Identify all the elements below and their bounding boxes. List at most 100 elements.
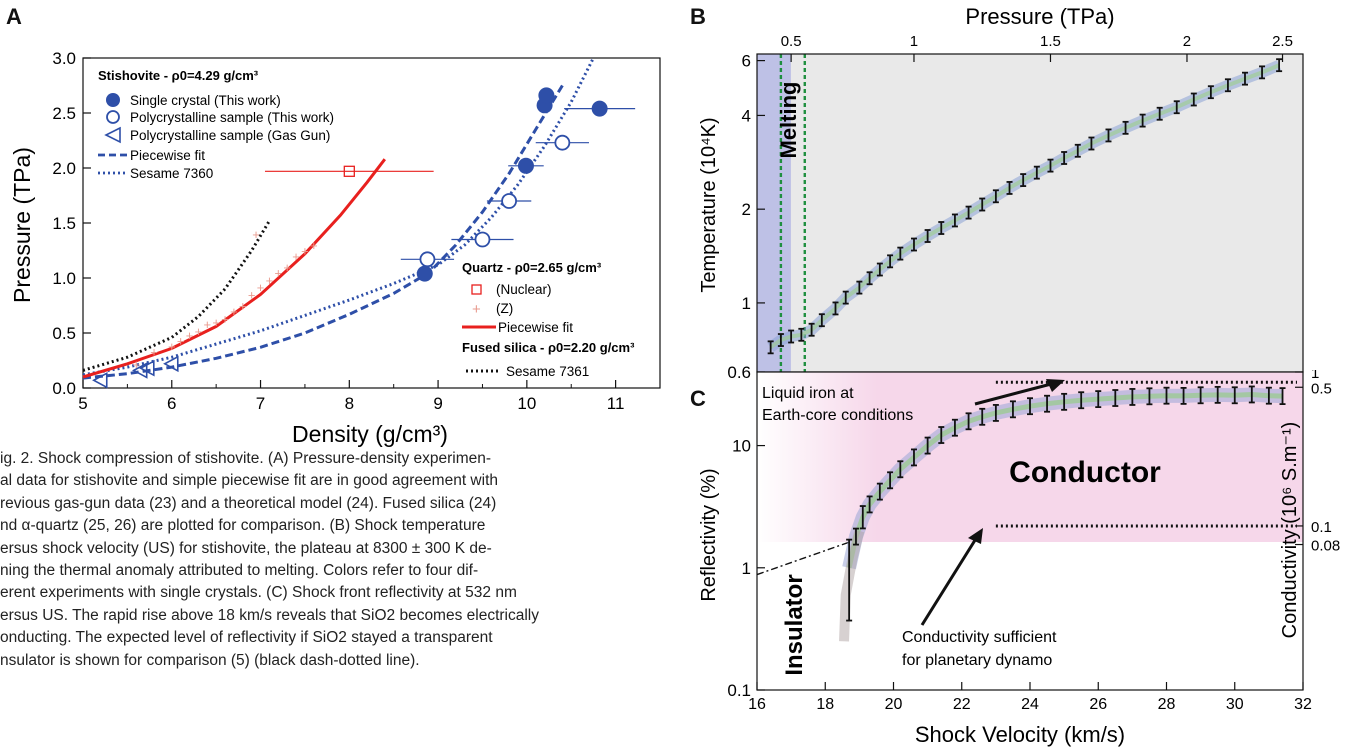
chart-c-xtick-label: 26 [1089,696,1107,713]
polycrystalline-data-point [501,193,517,209]
z-data-point: + [150,345,158,360]
chart-b-background [757,54,1303,372]
legend-sesame-7361: Sesame 7361 [506,364,589,379]
liquid-iron-annotation-2: Earth-core conditions [762,407,913,424]
chart-b-top-axis-label: Pressure (TPa) [965,4,1114,29]
chart-b-top-tick-label: 1.5 [1040,33,1061,50]
chart-a-ytick-label: 2.0 [52,159,76,178]
chart-c-right-tick-label: 1 [1311,370,1319,382]
dynamo-annotation-2: for planetary dynamo [902,652,1052,669]
z-data-point: + [292,249,300,264]
chart-c-xtick-label: 22 [953,696,971,713]
chart-c-xtick-label: 28 [1158,696,1176,713]
panel-label-c: C [690,386,706,411]
legend-polycrystalline: Polycrystalline sample (This work) [130,110,334,125]
chart-b-ytick-label: 2 [742,200,751,219]
single-crystal-data-point [538,87,555,104]
chart-a-ylabel: Pressure (TPa) [9,147,35,303]
caption-line: nsulator is shown for comparison (5) (bl… [0,651,420,669]
single-crystal-data-point [416,265,433,282]
chart-a: 5 6 7 8 9 10 11 0.00.51.01.52.02.53.0 ++ + + + + + +… [9,49,661,447]
caption-line: ig. 2. Shock compression of stishovite. … [0,450,492,467]
z-data-point: + [168,339,176,354]
chart-a-ytick-label: 1.0 [52,269,76,288]
chart-b-top-tick-label: 2.5 [1272,33,1293,50]
panel-label-a: A [6,4,22,29]
nuclear-data-point [343,165,355,177]
chart-b-ytick-label: 0.6 [727,363,751,380]
stishovite-piecewise-fit-line [82,84,564,380]
legend-marker-z: + [472,301,481,318]
legend-fused-title: Fused silica - ρ0=2.20 g/cm³ [462,340,635,355]
insulator-reference-line [756,541,850,576]
chart-a-xtick-label: 6 [167,394,176,413]
z-data-point: + [266,273,274,288]
chart-c-right-label: Conductivity (10⁶ S.m⁻¹) [1279,422,1301,639]
gas-gun-data-point [139,359,155,377]
chart-a-legend-top: Stishovite - ρ0=4.29 g/cm³ Single crysta… [98,68,334,181]
z-data-point: + [203,317,211,332]
chart-c-right-tick-label: 0.5 [1311,380,1332,397]
caption-line: ersus US. The rapid rise above 18 km/s r… [0,606,540,624]
caption-line: al data for stishovite and simple piecew… [0,472,498,490]
chart-a-xtick-label: 10 [517,394,536,413]
gas-gun-data-point [132,362,148,379]
chart-a-ytick-label: 2.5 [52,104,76,123]
chart-a-ytick-label: 0.0 [52,379,76,398]
z-data-point: + [248,288,256,303]
z-data-point: + [239,299,247,314]
z-data-point: + [274,266,282,281]
figure-caption: ig. 2. Shock compression of stishovite. … [0,448,660,672]
chart-b-ytick-label: 1 [742,294,751,313]
chart-a-xtick-label: 11 [607,394,625,413]
chart-a-xtick-label: 8 [345,394,354,413]
dynamo-annotation-1: Conductivity sufficient [902,629,1057,646]
caption-line: ersus shock velocity (US) for stishovite… [0,539,492,557]
legend-marker-gas-gun [104,126,121,144]
conductor-label: Conductor [1009,456,1161,489]
chart-b-top-tick-label: 2 [1183,33,1191,50]
chart-a-xlabel: Density (g/cm³) [292,421,448,447]
legend-single-crystal: Single crystal (This work) [130,93,281,108]
z-data-point: + [186,328,194,343]
quartz-piecewise-fit-line [82,158,386,379]
legend-marker-single-crystal [106,93,120,107]
melting-label: Melting [776,82,801,159]
chart-c-ylabel: Reflectivity (%) [698,468,720,601]
melting-band [757,54,791,372]
z-data-point: + [301,244,309,259]
sesame-7360-line [82,57,595,377]
legend-marker-nuclear [471,284,482,295]
caption-line: revious gas-gun data (23) and a theoreti… [0,494,497,512]
chart-c-xtick-label: 32 [1294,696,1312,713]
caption-line: ning the thermal anomaly attributed to m… [0,562,479,580]
reflectivity-low-data-band [839,529,865,642]
arrow-dynamo [920,528,983,626]
chart-c-right-tick-label: 0.1 [1311,519,1332,536]
legend-stishovite-title: Stishovite - ρ0=4.29 g/cm³ [98,68,259,83]
single-crystal-data-point [591,100,608,117]
legend-z: (Z) [496,301,513,316]
chart-c-xtick-label: 20 [885,696,903,713]
chart-a-ytick-label: 0.5 [52,324,76,343]
z-data-point: + [283,260,291,275]
legend-quartz-fit: Piecewise fit [498,320,573,335]
caption-line: nd α-quartz (25, 26) are plotted for com… [0,517,486,535]
z-data-point: + [221,312,229,327]
gas-gun-data-point [163,355,179,373]
chart-a-legend-bottom: Quartz - ρ0=2.65 g/cm³ (Nuclear) + (Z) P… [462,260,635,379]
legend-gas-gun: Polycrystalline sample (Gas Gun) [130,128,330,143]
liquid-iron-annotation-1: Liquid iron at [762,385,854,402]
chart-c-ytick-label: 1 [742,559,751,578]
polycrystalline-data-point [419,251,436,268]
z-data-point: + [132,357,140,372]
chart-c-ytick-label: 0.1 [727,681,751,700]
legend-sesame-7360: Sesame 7360 [130,166,213,181]
insulator-label: Insulator [781,574,808,675]
chart-a-ytick-label: 3.0 [52,49,76,68]
chart-c-xtick-label: 24 [1021,696,1039,713]
z-data-point: + [230,304,238,319]
chart-b-top-tick-label: 1 [910,33,918,50]
chart-b-ytick-label: 6 [742,52,751,71]
chart-a-xtick-label: 7 [256,394,265,413]
